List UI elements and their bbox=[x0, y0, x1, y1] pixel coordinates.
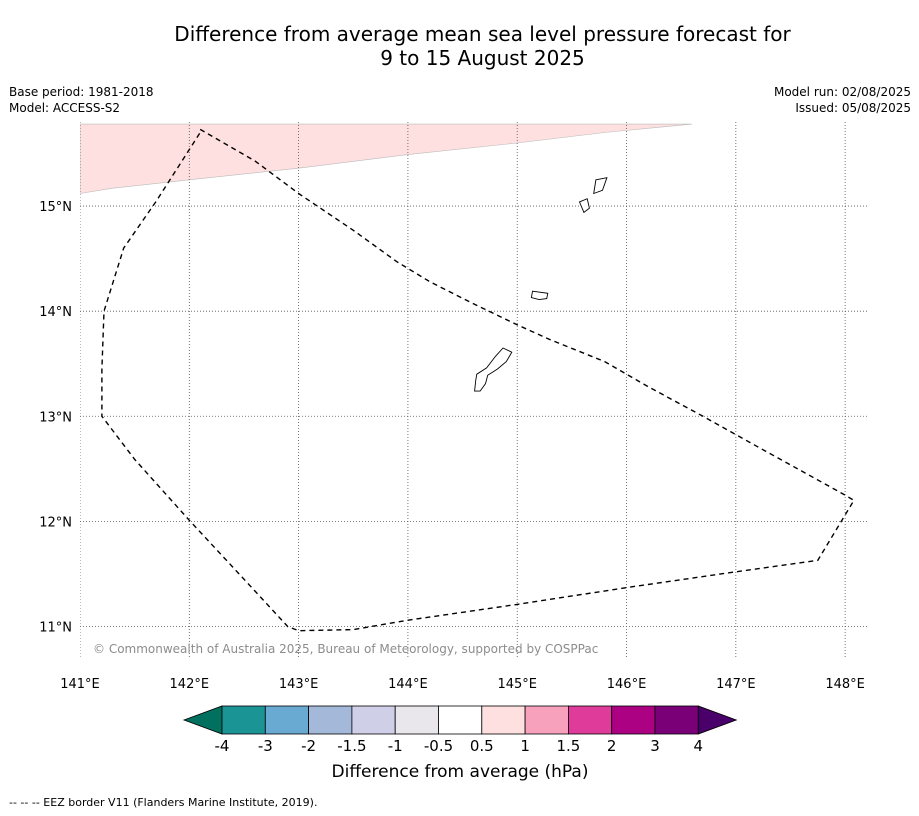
lat-tick-label: 11°N bbox=[39, 620, 72, 635]
colorbar-segment bbox=[524, 705, 569, 735]
lon-tick-label: 148°E bbox=[825, 677, 865, 692]
colorbar-tick-label: 1 bbox=[520, 737, 530, 755]
colorbar-tick-label: -3 bbox=[258, 737, 273, 755]
map-background bbox=[80, 122, 867, 658]
meta-right: Model run: 02/08/2025 Issued: 05/08/2025 bbox=[774, 84, 911, 116]
colorbar-segment bbox=[438, 705, 483, 735]
colorbar-tick-label: -0.5 bbox=[424, 737, 453, 755]
colorbar-tick-label: -2 bbox=[301, 737, 316, 755]
colorbar-segment bbox=[264, 705, 309, 735]
colorbar-tick-label: 4 bbox=[694, 737, 704, 755]
issued-text: Issued: 05/08/2025 bbox=[795, 101, 911, 115]
pressure-anomaly-region bbox=[80, 123, 693, 194]
colorbar-tick-label: -1 bbox=[388, 737, 403, 755]
copyright-text: © Commonwealth of Australia 2025, Bureau… bbox=[93, 642, 598, 656]
lat-tick-label: 15°N bbox=[39, 200, 72, 215]
colorbar-low-extend bbox=[182, 705, 223, 735]
colorbar-high-extend bbox=[697, 705, 738, 735]
colorbar-segment bbox=[611, 705, 656, 735]
title-line-1: Difference from average mean sea level p… bbox=[174, 22, 791, 46]
colorbar-title: Difference from average (hPa) bbox=[331, 762, 589, 782]
island-saipan bbox=[593, 177, 608, 195]
lat-tick-label: 12°N bbox=[39, 515, 72, 530]
lon-tick-label: 143°E bbox=[279, 677, 319, 692]
colorbar-tick-label: 0.5 bbox=[470, 737, 494, 755]
colorbar-segment bbox=[568, 705, 613, 735]
lat-tick-label: 14°N bbox=[39, 305, 72, 320]
colorbar-tick-label: 1.5 bbox=[556, 737, 580, 755]
lon-tick-label: 141°E bbox=[60, 677, 100, 692]
colorbar-labels: -4 -3 -2 -1.5 -1 -0.5 0.5 1 1.5 2 3 4 bbox=[215, 737, 704, 755]
gridlines bbox=[80, 122, 867, 658]
longitude-labels: 141°E 142°E 143°E 144°E 145°E 146°E 147°E 148°E bbox=[60, 677, 865, 692]
colorbar-tick-label: 2 bbox=[607, 737, 617, 755]
title-line-2: 9 to 15 August 2025 bbox=[380, 46, 585, 70]
colorbar-segment bbox=[221, 705, 266, 735]
model-run-text: Model run: 02/08/2025 bbox=[773, 85, 911, 99]
colorbar-tick-label: -1.5 bbox=[337, 737, 366, 755]
chart-title: Difference from average mean sea level p… bbox=[120, 22, 845, 70]
lat-tick-label: 13°N bbox=[39, 410, 72, 425]
colorbar-segment bbox=[308, 705, 353, 735]
meta-left: Base period: 1981-2018 Model: ACCESS-S2 bbox=[9, 84, 154, 116]
eez-border bbox=[101, 128, 855, 632]
colorbar-tick-label: 3 bbox=[650, 737, 660, 755]
lon-tick-label: 142°E bbox=[170, 677, 210, 692]
lon-tick-label: 147°E bbox=[716, 677, 756, 692]
island-tinian bbox=[578, 198, 590, 214]
island-guam bbox=[474, 347, 513, 392]
base-period-text: Base period: 1981-2018 bbox=[9, 85, 154, 99]
islands bbox=[474, 177, 608, 392]
footer-note: -- -- -- EEZ border V11 (Flanders Marine… bbox=[9, 796, 318, 809]
model-text: Model: ACCESS-S2 bbox=[9, 101, 121, 115]
colorbar-tick-label: -4 bbox=[215, 737, 230, 755]
island-rota bbox=[530, 290, 549, 301]
colorbar-segment bbox=[654, 705, 699, 735]
lon-tick-label: 146°E bbox=[607, 677, 647, 692]
colorbar-segment bbox=[394, 705, 439, 735]
lon-tick-label: 145°E bbox=[497, 677, 537, 692]
lon-tick-label: 144°E bbox=[388, 677, 428, 692]
colorbar-segment bbox=[351, 705, 396, 735]
colorbar bbox=[182, 705, 738, 735]
map-plot-area[interactable] bbox=[80, 122, 867, 658]
latitude-labels: 15°N 14°N 13°N 12°N 11°N bbox=[39, 200, 72, 635]
colorbar-segment bbox=[481, 705, 526, 735]
